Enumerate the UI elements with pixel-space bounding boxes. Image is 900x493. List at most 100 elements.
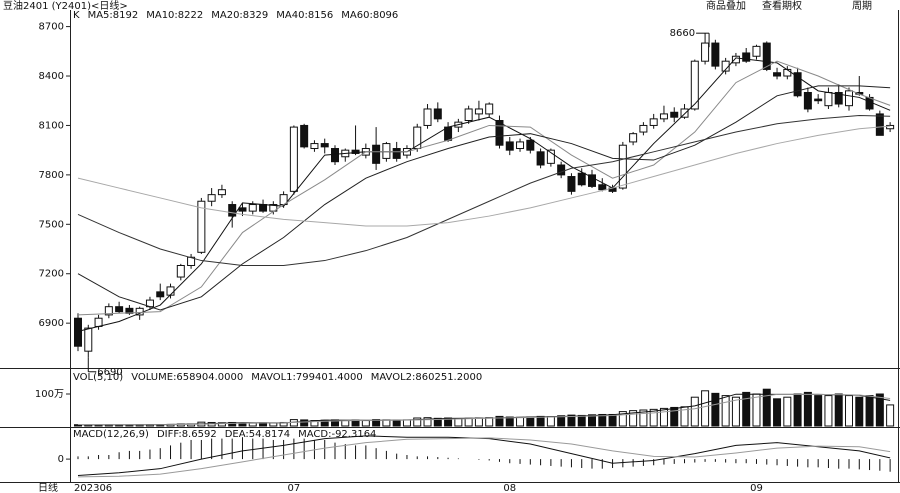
candle-body xyxy=(259,204,268,212)
annotation: 6690 xyxy=(97,367,122,378)
volume-bar xyxy=(300,419,309,427)
volume-bar xyxy=(824,395,833,427)
y-tick-label: 8400 xyxy=(39,71,64,82)
candle-body xyxy=(629,133,638,143)
candle-body xyxy=(217,189,226,196)
candle-body xyxy=(711,42,720,67)
candle-body xyxy=(331,148,339,163)
indicator-line xyxy=(77,125,891,227)
candle-body xyxy=(649,118,658,126)
volume-bar xyxy=(557,415,566,427)
candle-body xyxy=(310,143,319,150)
volume-bar xyxy=(464,417,473,427)
legend-label: MAVOL1:799401.4000 xyxy=(251,372,362,383)
volume-bar xyxy=(834,393,843,427)
volume-bar xyxy=(413,417,422,427)
volume-bar xyxy=(423,417,432,427)
candle-body xyxy=(834,91,843,105)
volume-bar xyxy=(598,413,607,427)
volume-bar xyxy=(546,416,555,427)
volume-bar xyxy=(690,396,699,427)
volume-bar xyxy=(803,391,812,427)
y-tick-label: 7500 xyxy=(39,219,64,230)
volume-bar xyxy=(659,407,668,427)
legend-label: VOL(5,10) xyxy=(73,372,123,383)
x-tick-label: 202306 xyxy=(74,483,112,493)
candle-body xyxy=(639,124,648,133)
legend-label: MACD:-92.3164 xyxy=(298,429,376,440)
volume-bar xyxy=(567,414,576,427)
candle-body xyxy=(197,200,206,253)
toolbar-button[interactable]: 周期 xyxy=(852,0,872,12)
volume-bar xyxy=(875,393,884,427)
y-tick-label: 8100 xyxy=(39,120,64,131)
candle-body xyxy=(166,286,175,296)
legend-label: VOLUME:658904.0000 xyxy=(131,372,243,383)
candle-body xyxy=(557,164,566,176)
candle-body xyxy=(618,144,627,189)
candle-body xyxy=(84,327,93,352)
volume-bar xyxy=(670,406,679,427)
volume-bar xyxy=(269,422,278,427)
candle-body xyxy=(372,144,381,164)
candle-body xyxy=(701,42,710,62)
candle-body xyxy=(94,317,103,327)
volume-bar xyxy=(814,395,823,427)
volume-bar xyxy=(577,414,586,427)
volume-bar xyxy=(588,414,596,427)
legend-label: MA10:8222 xyxy=(146,10,203,21)
candle-body xyxy=(351,149,360,154)
candle-body xyxy=(762,42,771,70)
x-tick-label: 09 xyxy=(750,483,763,493)
candle-body xyxy=(516,141,525,150)
x-tick-label: 07 xyxy=(288,483,301,493)
volume-bar xyxy=(485,417,494,427)
candle-body xyxy=(115,306,124,313)
volume-bar xyxy=(474,417,483,427)
legend-label: MA5:8192 xyxy=(88,10,139,21)
volume-bar xyxy=(711,392,720,427)
candle-body xyxy=(238,207,247,212)
candle-body xyxy=(156,291,165,298)
candle-body xyxy=(526,139,535,151)
indicator-line xyxy=(77,57,891,332)
volume-bar xyxy=(721,395,730,427)
candle-body xyxy=(433,108,442,120)
volume-bar xyxy=(773,398,782,427)
candle-body xyxy=(598,184,607,191)
indicator-line xyxy=(77,60,891,316)
volume-bar xyxy=(865,395,874,427)
y-tick-label: 6900 xyxy=(39,318,64,329)
volume-bar xyxy=(618,411,627,427)
candle-body xyxy=(485,103,494,115)
toolbar-button[interactable]: 查看期权 xyxy=(762,0,802,12)
volume-bar xyxy=(536,415,545,427)
legend-label: MA60:8096 xyxy=(341,10,398,21)
volume-bar xyxy=(629,410,638,427)
candle-body xyxy=(680,108,689,118)
volume-bar xyxy=(608,413,617,427)
volume-bar xyxy=(752,393,761,427)
legend-label: MA20:8329 xyxy=(211,10,268,21)
candle-body xyxy=(505,141,514,151)
volume-bar xyxy=(526,416,535,427)
volume-bar xyxy=(372,419,381,427)
legend-label: DIFF:8.6592 xyxy=(157,429,217,440)
volume-bar xyxy=(516,416,525,427)
indicator-line xyxy=(77,115,891,266)
candle-body xyxy=(289,126,298,192)
legend-label: K xyxy=(73,10,80,21)
indicator-line xyxy=(77,85,891,311)
toolbar-button[interactable]: 商品叠加 xyxy=(706,0,746,12)
candle-body xyxy=(300,124,309,148)
candle-body xyxy=(536,151,545,166)
volume-bar xyxy=(762,388,771,427)
candle-body xyxy=(577,172,586,186)
candle-body xyxy=(886,124,895,130)
candle-body xyxy=(320,143,329,148)
legend-label: MAVOL2:860251.2000 xyxy=(371,372,482,383)
candle-body xyxy=(875,113,884,136)
volume-bar xyxy=(361,420,370,427)
